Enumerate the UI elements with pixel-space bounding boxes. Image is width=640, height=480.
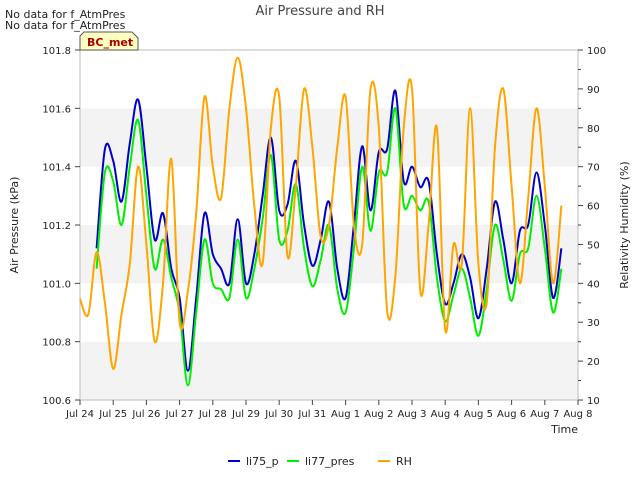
legend-label: RH [396, 455, 412, 468]
y-tick-label: 101.0 [42, 279, 71, 290]
y-axis-label: Air Pressure (kPa) [8, 177, 21, 274]
x-tick-label: Aug 1 [331, 409, 360, 420]
no-data-note-1: No data for f_AtmPres [5, 8, 126, 21]
site-badge: BC_met [79, 31, 139, 51]
plot-background-bands [80, 50, 578, 400]
y2-tick-label: 90 [587, 85, 600, 96]
x-tick-label: Jul 31 [297, 409, 326, 420]
x-tick-label: Jul 28 [198, 409, 227, 420]
grid-band [80, 225, 578, 284]
y2-axis-label: Relativity Humidity (%) [618, 161, 631, 288]
y-tick-label: 100.8 [42, 338, 71, 349]
y2-tick-label: 30 [587, 318, 600, 329]
y-axis-right: 10 20 30 40 50 60 70 80 90 100 [578, 46, 606, 407]
no-data-note-2: No data for f_AtmPres [5, 19, 126, 32]
y2-tick-label: 10 [587, 396, 600, 407]
legend-label: li75_p [246, 455, 279, 468]
x-tick-label: Jul 24 [65, 409, 94, 420]
grid-band [80, 341, 578, 400]
y-tick-label: 101.2 [42, 221, 71, 232]
y2-tick-label: 20 [587, 357, 600, 368]
y-tick-label: 100.6 [42, 396, 71, 407]
x-tick-label: Aug 6 [497, 409, 526, 420]
legend-label: li77_pres [305, 455, 355, 468]
x-tick-label: Jul 30 [264, 409, 293, 420]
y2-tick-label: 40 [587, 279, 600, 290]
x-tick-label: Jul 26 [131, 409, 160, 420]
grid-band [80, 166, 578, 225]
y2-tick-label: 60 [587, 202, 600, 213]
badge-label: BC_met [87, 36, 133, 49]
grid-band [80, 108, 578, 167]
y2-tick-label: 100 [587, 46, 606, 57]
y2-tick-label: 80 [587, 124, 600, 135]
x-tick-label: Jul 29 [231, 409, 260, 420]
series-line-RH [79, 56, 563, 370]
x-tick-label: Aug 7 [530, 409, 559, 420]
x-axis: Jul 24 Jul 25 Jul 26 Jul 27 Jul 28 Jul 29 Jul … [65, 400, 593, 420]
x-tick-label: Jul 27 [165, 409, 194, 420]
x-tick-label: Aug 5 [464, 409, 493, 420]
y2-tick-label: 70 [587, 163, 600, 174]
grid-band [80, 50, 578, 109]
x-tick-label: Aug 2 [364, 409, 393, 420]
series-lines [79, 56, 563, 387]
grid-band [80, 283, 578, 342]
x-tick-label: Aug 8 [563, 409, 592, 420]
y2-tick-label: 50 [587, 240, 600, 251]
x-axis-label: Time [550, 423, 578, 436]
x-tick-label: Aug 4 [431, 409, 460, 420]
chart-title: Air Pressure and RH [255, 4, 384, 19]
y-tick-label: 101.4 [42, 163, 71, 174]
x-tick-label: Jul 25 [98, 409, 127, 420]
y-axis-left: 100.6 100.8 101.0 101.2 101.4 101.6 101.8 [42, 46, 80, 407]
legend: li75_p li77_pres RH [228, 455, 412, 468]
y-tick-label: 101.8 [42, 46, 71, 57]
x-tick-label: Aug 3 [397, 409, 426, 420]
y-tick-label: 101.6 [42, 104, 71, 115]
